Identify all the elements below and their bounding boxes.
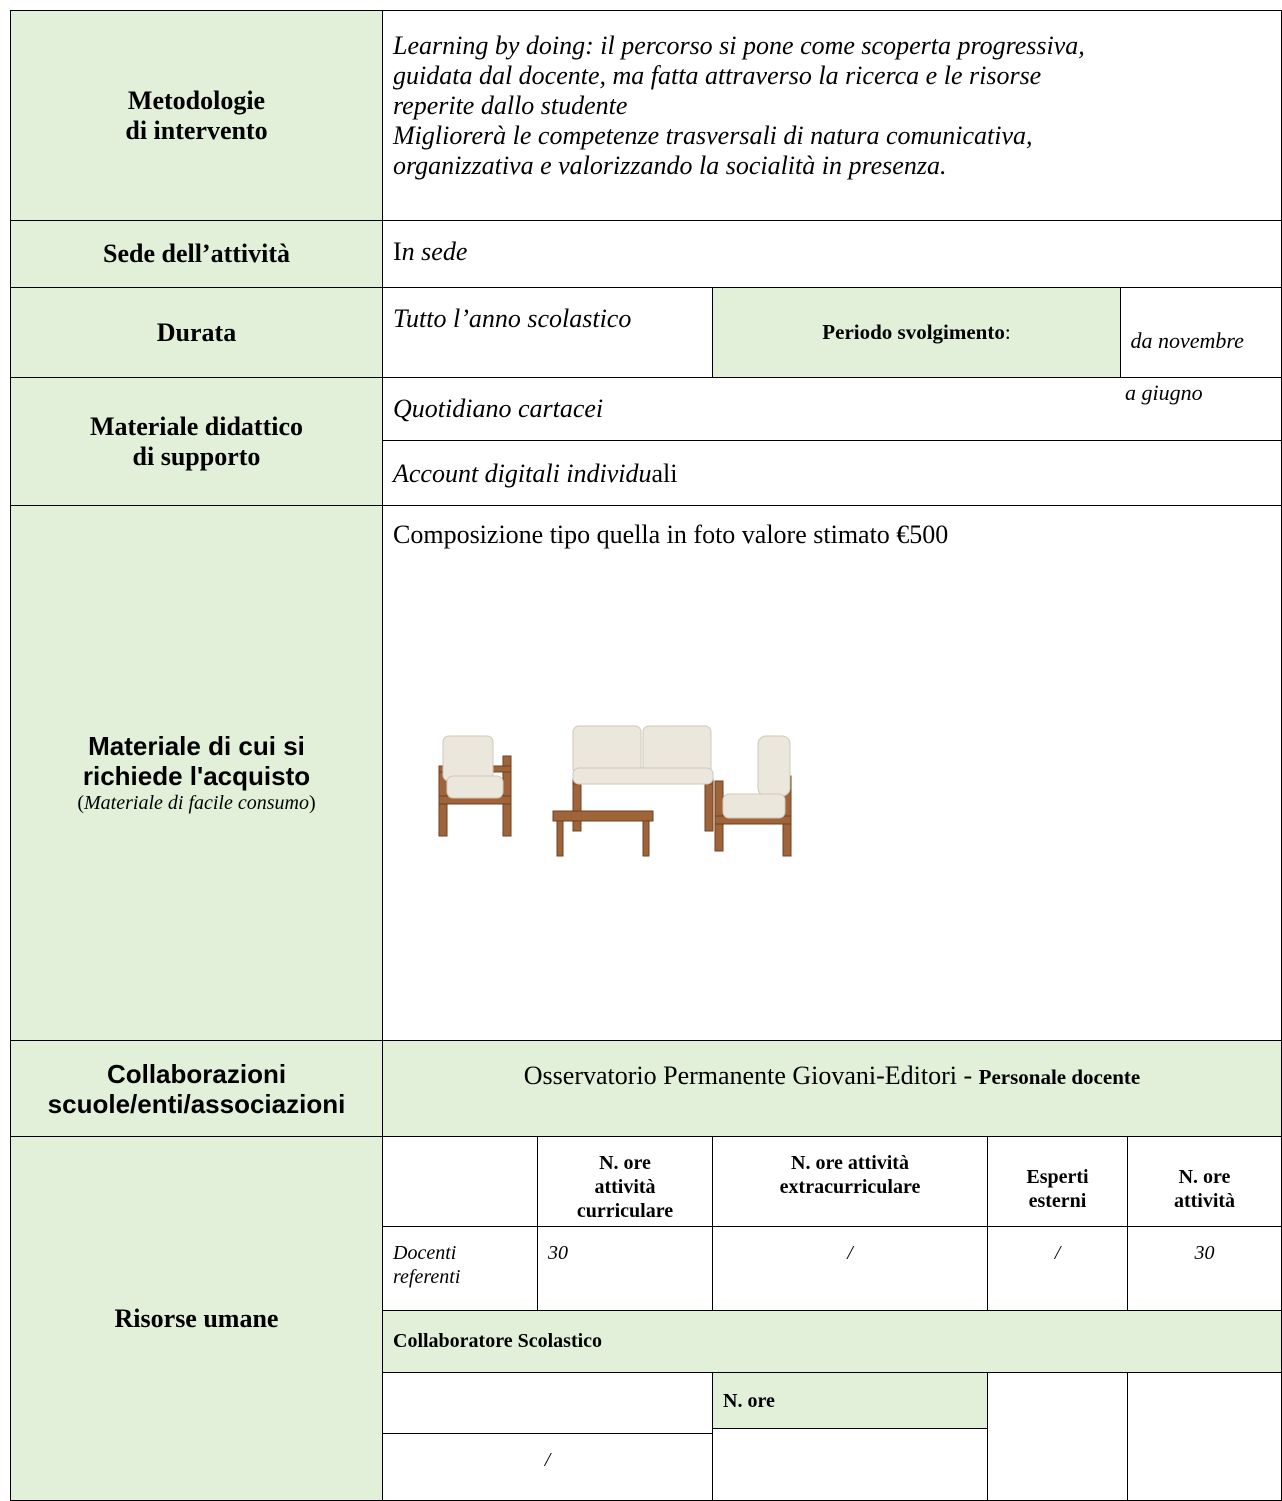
cell: / (382, 1433, 713, 1501)
cell: / (987, 1226, 1128, 1311)
text-line: reperite dallo studente (393, 91, 628, 120)
header-cell: N. ore attività curriculare (537, 1136, 713, 1227)
text: : (1004, 320, 1011, 344)
header: N. ore (599, 1152, 651, 1174)
value: / (544, 1449, 551, 1471)
text-cell: Composizione tipo quella in foto valore … (382, 505, 1282, 1041)
header: esterni (1028, 1190, 1087, 1212)
label: scuole/enti/associazioni (47, 1088, 346, 1119)
label-cell: Metodologie di intervento (10, 10, 383, 221)
cell: / (712, 1226, 988, 1311)
header: attività (594, 1176, 656, 1198)
cell: 30 (537, 1226, 713, 1311)
text: n sede (401, 237, 468, 266)
text-line: organizzativa e valorizzando la socialit… (393, 151, 947, 180)
text: Composizione tipo quella in foto valore … (393, 520, 949, 549)
value: 30 (548, 1242, 568, 1264)
cell: Docenti referenti (382, 1226, 538, 1311)
text-line: a giugno (1125, 380, 1203, 405)
header: Esperti (1026, 1166, 1089, 1188)
text: Osservatorio Permanente Giovani-Editori … (523, 1061, 979, 1090)
label: Metodologie (127, 85, 266, 115)
label-cell: Collaborazioni scuole/enti/associazioni (10, 1040, 383, 1137)
cell (987, 1372, 1128, 1501)
cell (712, 1428, 988, 1501)
text: Materiale di facile consumo (84, 792, 309, 814)
value: / (1054, 1242, 1061, 1264)
cell (382, 1136, 538, 1227)
header: curriculare (576, 1200, 674, 1222)
text-line: Docenti (393, 1242, 457, 1264)
value: 30 (1194, 1242, 1215, 1264)
label: richiede l'acquisto (82, 761, 311, 791)
label: Sede dell’attività (102, 239, 291, 268)
header: attività (1173, 1190, 1236, 1212)
label: Collaborazioni (106, 1058, 287, 1089)
cell (382, 1372, 713, 1434)
header: extracurriculare (779, 1176, 921, 1198)
label: Risorse umane (114, 1303, 279, 1333)
text: Account digitali individu (393, 459, 652, 488)
text: Personale docente (978, 1065, 1141, 1089)
label-cell: Materiale di cui si richiede l'acquisto … (10, 505, 383, 1041)
text-cell: Quotidiano cartacei (382, 377, 1282, 441)
text: ) (308, 792, 316, 814)
text-line: Learning by doing: il percorso si pone c… (393, 31, 1085, 60)
text-line: guidata dal docente, ma fatta attraverso… (393, 61, 1042, 90)
text-line: Migliorerà le competenze trasversali di … (393, 121, 1033, 150)
label-cell: Durata (10, 287, 383, 378)
furniture-photo (438, 725, 792, 857)
text: Periodo svolgimento (822, 320, 1005, 344)
label: di intervento (125, 115, 268, 145)
text: Tutto l’anno scolastico (393, 304, 632, 333)
text-line: da novembre (1125, 328, 1244, 353)
header-cell: N. ore attività extracurriculare (712, 1136, 988, 1227)
header: N. ore (1178, 1166, 1231, 1188)
text: ali (651, 459, 678, 488)
text-cell: Learning by doing: il percorso si pone c… (382, 10, 1282, 221)
text-cell: Account digitali individuali (382, 440, 1282, 506)
header-cell: N. ore attività (1127, 1136, 1282, 1227)
header-cell: Esperti esterni (987, 1136, 1128, 1227)
period-label-cell: Periodo svolgimento: (712, 287, 1121, 378)
label: Materiale di cui si (88, 731, 305, 761)
note: (Materiale di facile consumo) (77, 791, 315, 815)
value: / (847, 1242, 853, 1264)
cell: N. ore (712, 1372, 988, 1429)
text-cell: Osservatorio Permanente Giovani-Editori … (382, 1040, 1282, 1137)
label-cell: Risorse umane (10, 1136, 383, 1501)
cell: Collaboratore Scolastico (382, 1310, 1282, 1373)
cell (1127, 1372, 1282, 1501)
period-cell: da novembre a giugno (1120, 287, 1282, 405)
text: N. ore (723, 1390, 775, 1412)
label-cell: Materiale didattico di supporto (10, 377, 383, 506)
header: N. ore attività (791, 1152, 909, 1174)
text-cell: Tutto l’anno scolastico (382, 287, 713, 378)
label: Durata (156, 317, 237, 347)
text: Collaboratore Scolastico (393, 1330, 603, 1352)
text-cell: In sede (382, 220, 1282, 288)
cell: 30 (1127, 1226, 1282, 1311)
label: Materiale didattico (90, 411, 303, 441)
text: I (393, 237, 402, 266)
label: di supporto (132, 441, 261, 471)
text: ( (77, 792, 85, 814)
text: Quotidiano cartacei (393, 394, 604, 423)
text-line: referenti (393, 1266, 461, 1288)
label-cell: Sede dell’attività (10, 220, 383, 288)
